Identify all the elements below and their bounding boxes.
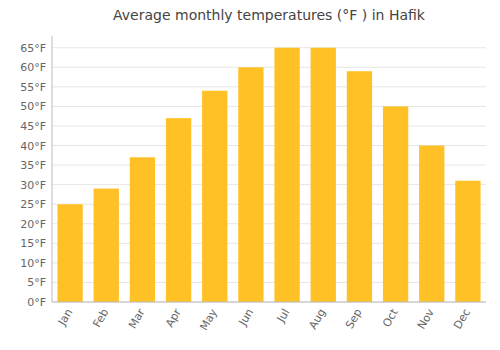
x-tick-label: Oct (380, 306, 401, 330)
bar (347, 71, 372, 302)
y-tick-label: 0°F (27, 296, 46, 309)
bars (57, 48, 480, 302)
y-tick-label: 50°F (20, 100, 46, 113)
x-tick-label: Jun (236, 306, 256, 328)
grid-line (52, 86, 486, 87)
x-tick-label: Mar (126, 306, 148, 331)
grid-line (52, 302, 486, 303)
bar (57, 204, 82, 302)
bar (202, 91, 227, 302)
bar (94, 189, 119, 302)
x-tick-label: Jul (274, 307, 292, 326)
grid-line (52, 106, 486, 107)
y-tick-label: 20°F (20, 218, 46, 231)
title: Average monthly temperatures (°F ) in Ha… (113, 7, 426, 23)
y-tick-label: 40°F (20, 140, 46, 153)
y-tick-label: 5°F (27, 276, 46, 289)
bar (238, 67, 263, 302)
bar (419, 146, 444, 302)
x-tick-label: Sep (343, 306, 365, 330)
bar (311, 48, 336, 302)
grid-line (52, 47, 486, 48)
y-tick-label: 55°F (20, 81, 46, 94)
chart: Average monthly temperatures (°F ) in Ha… (0, 0, 500, 350)
grid-line (52, 67, 486, 68)
x-tick-label: Jan (55, 306, 75, 328)
bar (274, 48, 299, 302)
bar (166, 118, 191, 302)
y-tick-label: 45°F (20, 120, 46, 133)
y-tick-label: 15°F (20, 237, 46, 250)
grid-line (52, 125, 486, 126)
x-axis-line (52, 302, 486, 303)
x-tick-label: Aug (306, 307, 328, 332)
x-tick-label: Dec (451, 307, 473, 332)
y-tick-label: 10°F (20, 257, 46, 270)
y-tick-label: 25°F (20, 198, 46, 211)
grid (52, 48, 486, 302)
x-tick-label: May (197, 306, 220, 333)
x-tick-label: Nov (415, 306, 437, 332)
bar (383, 106, 408, 302)
x-tick-label: Apr (163, 306, 184, 329)
y-tick-label: 60°F (20, 61, 46, 74)
x-tick-label: Feb (90, 306, 111, 329)
y-axis-line (52, 36, 53, 302)
y-tick-label: 65°F (20, 42, 46, 55)
bar (455, 181, 480, 302)
y-tick-label: 30°F (20, 179, 46, 192)
bar (130, 157, 155, 302)
y-tick-label: 35°F (20, 159, 46, 172)
